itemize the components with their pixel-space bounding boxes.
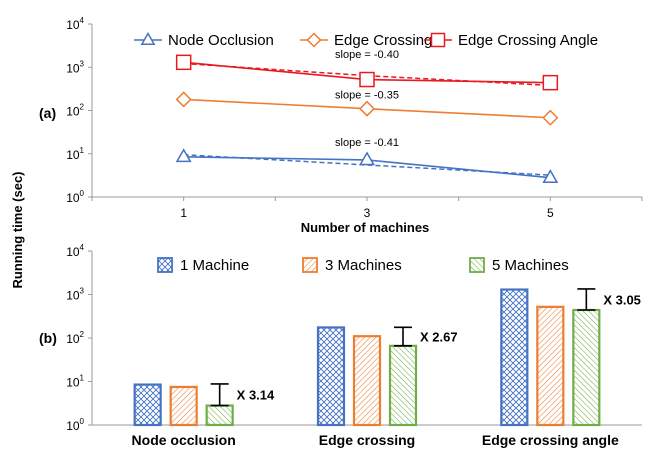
legend-marker-1 [306,32,322,48]
panel-b-y-tick-label-base: 10 [66,245,80,259]
panel-a-y-tick-label-base: 10 [66,148,80,162]
data-point-2-1 [359,71,375,88]
legend-marker-0 [140,31,156,45]
panel-b-y-tick-label-base: 10 [66,289,80,303]
panel-a-y-tick-label-base: 10 [66,61,80,75]
speedup-label-1: X 2.67 [420,330,458,345]
panel-a-y-tick-label-base: 10 [66,18,80,32]
panel-a-y-tick-label-exp: 2 [80,103,85,112]
legend-label-b-2: 5 Machines [492,257,569,274]
data-point-1-2 [542,109,559,126]
bar-0-2 [205,404,234,427]
data-point-0-0 [175,148,192,163]
panel-b-y-tick-label-exp: 0 [80,417,85,426]
panel-a-y-tick-label-exp: 1 [80,146,85,155]
slope-label-1: slope = -0.35 [335,89,399,101]
data-point-0-2 [542,169,559,183]
panel-b-y-tick-label: 104 [66,243,84,259]
panel-a-y-tick-label-exp: 3 [80,59,85,68]
panel-b-y-tick-label-base: 10 [66,419,80,433]
panel-b-y-tick-label: 102 [66,330,84,346]
legend-label-b-1: 3 Machines [325,257,402,274]
panel-a-x-tick-label: 3 [364,206,371,220]
category-label-1: Edge crossing [319,432,415,448]
panel-a-y-tick-label-base: 10 [66,105,80,119]
panel-a-y-tick-label-base: 10 [66,191,80,205]
data-point-2-0 [175,54,192,71]
panel-b-y-tick-label-exp: 4 [80,243,85,252]
data-point-1-1 [358,100,376,117]
speedup-label-0: X 3.14 [237,388,275,403]
panel-b-label: (b) [39,330,57,346]
bar-1-1 [352,335,382,427]
panel-a-x-axis-title: Number of machines [301,220,430,235]
panel-a-y-tick-label: 101 [66,146,84,162]
slope-label-0: slope = -0.41 [335,137,399,149]
legend-swatch-2 [469,257,485,273]
panel-a-x-tick-label: 5 [547,206,554,220]
panel-b-y-tick-label-base: 10 [66,332,80,346]
panel-b-y-tick-label-exp: 3 [80,287,85,296]
bar-0-0 [133,383,162,427]
data-point-2-2 [542,74,559,91]
panel-b-y-tick-label-base: 10 [66,376,80,390]
legend-marker-2 [430,32,446,48]
legend-label-2: Edge Crossing Angle [458,32,598,49]
panel-b-y-tick-label-exp: 2 [80,330,85,339]
panel-b-y-tick-label: 100 [66,417,84,433]
panel-a-label: (a) [39,105,56,121]
bar-2-0 [500,288,529,427]
bar-2-1 [536,305,565,427]
category-label-2: Edge crossing angle [482,432,619,448]
legend-label-1: Edge Crossing [334,32,432,49]
bar-2-2 [572,308,601,427]
panel-a-y-tick-label: 104 [66,16,84,32]
slope-label-2: slope = -0.40 [335,49,399,61]
bar-0-1 [169,385,198,427]
legend-swatch-1 [302,257,318,273]
data-point-0-1 [359,151,375,166]
speedup-label-2: X 3.05 [603,292,641,307]
panel-a-x-tick-label: 1 [180,206,187,220]
legend-label-b-0: 1 Machine [180,257,249,274]
panel-b-y-tick-label-exp: 1 [80,374,85,383]
panel-b-y-tick-label: 103 [66,287,84,303]
category-label-0: Node occlusion [132,432,236,448]
panel-b-y-tick-label: 101 [66,374,84,390]
bar-1-2 [388,344,418,427]
panel-a-y-tick-label-exp: 4 [80,16,85,25]
legend-swatch-0 [157,257,173,273]
legend-label-0: Node Occlusion [168,32,274,49]
panel-a-y-tick-label: 103 [66,59,84,75]
panel-a-y-tick-label: 102 [66,103,84,119]
panel-a-y-tick-label: 100 [66,189,84,205]
y-axis-title: Running time (sec) [10,171,25,288]
panel-a-y-tick-label-exp: 0 [80,189,85,198]
data-point-1-0 [175,91,192,108]
bar-1-0 [316,326,346,427]
